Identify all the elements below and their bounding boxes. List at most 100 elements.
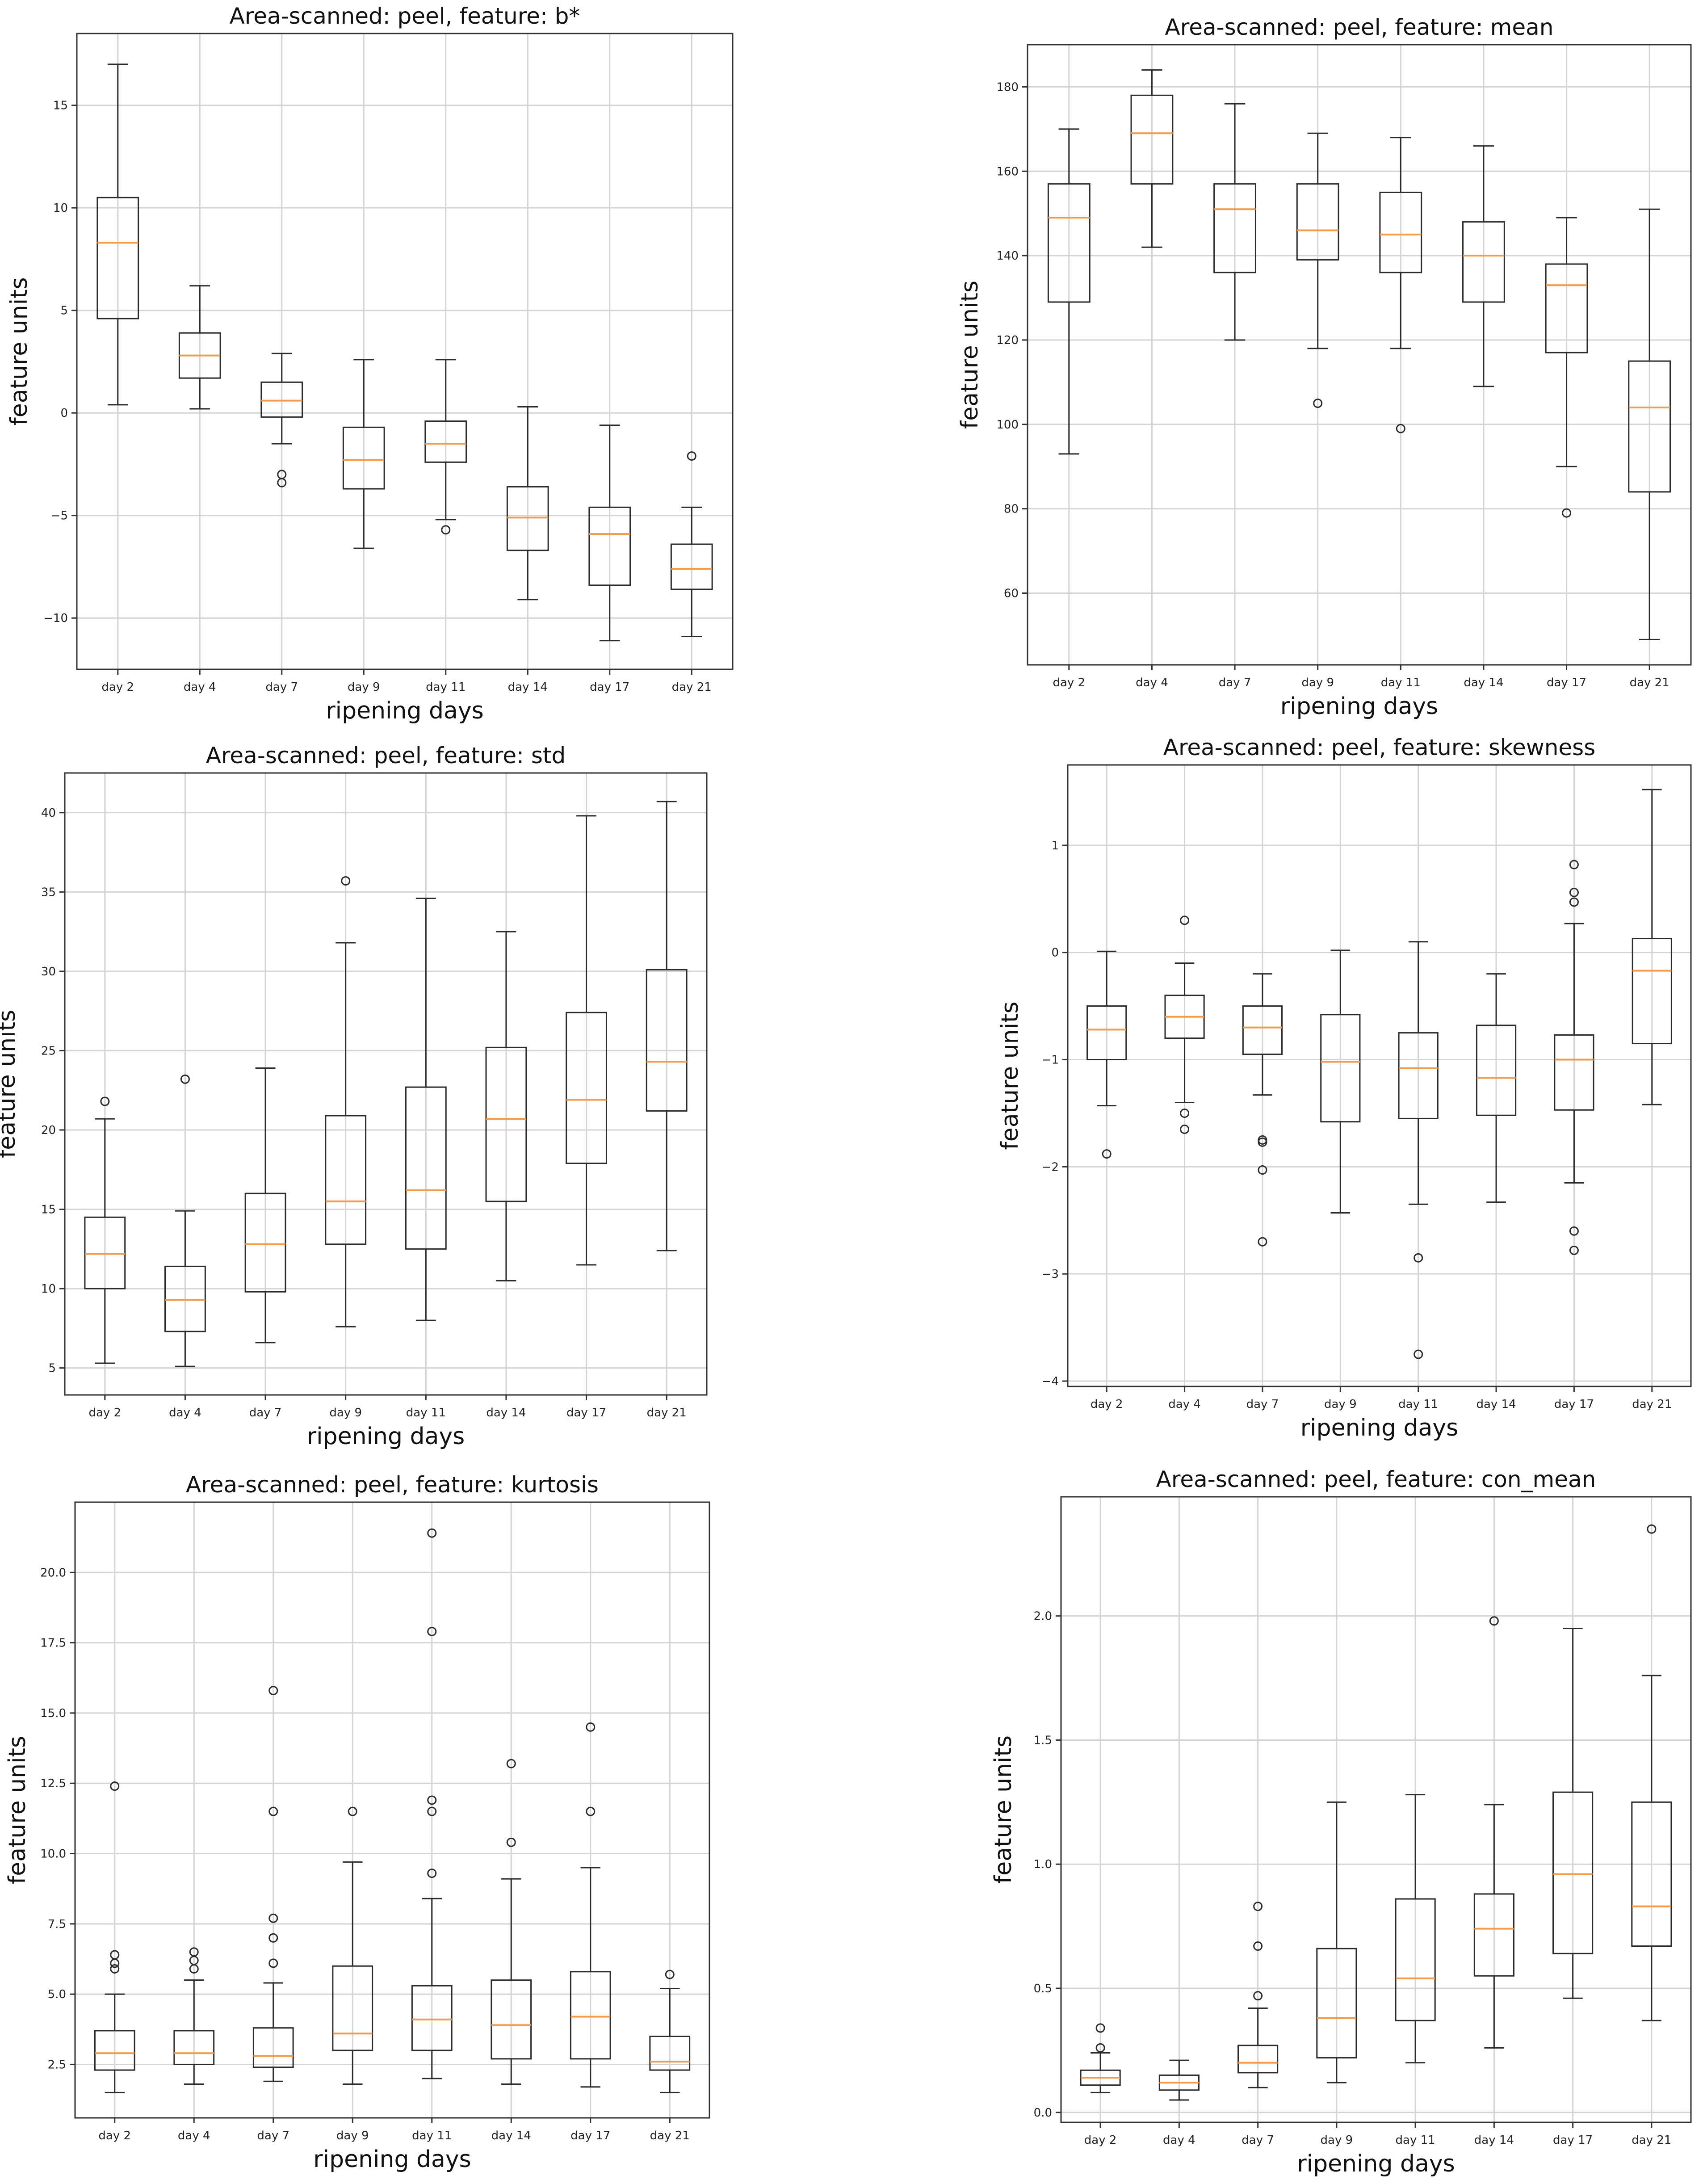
x-tick-label: day 14: [1464, 676, 1503, 689]
box-day-2: [1047, 128, 1091, 455]
chart-title: Area-scanned: peel, feature: b*: [230, 3, 580, 29]
plot-area: [1061, 1497, 1691, 2122]
outlier-point: [110, 1964, 120, 1974]
x-tick-label: day 11: [406, 1406, 446, 1420]
iqr-box: [173, 2030, 215, 2065]
iqr-box: [325, 1115, 367, 1245]
y-tick-label: 5: [48, 1362, 56, 1375]
outlier-point: [687, 451, 696, 461]
outlier-point: [427, 1869, 437, 1878]
chart-title: Area-scanned: peel, feature: skewness: [1163, 735, 1596, 760]
box-day-14: [485, 931, 527, 1281]
box-day-4: [1130, 69, 1174, 248]
box-day-7: [252, 1686, 294, 2082]
y-tick-label: 40: [41, 806, 56, 820]
box-day-11: [405, 898, 447, 1321]
iqr-box: [1395, 1898, 1436, 2021]
outlier-point: [110, 1950, 120, 1960]
box-day-11: [1379, 137, 1422, 433]
y-tick-label: 7.5: [48, 1918, 66, 1931]
x-tick-label: day 7: [249, 1406, 282, 1420]
outlier-point: [427, 1626, 437, 1636]
x-tick-label: day 11: [1398, 1398, 1438, 1411]
iqr-box: [1320, 1014, 1361, 1123]
x-tick-label: day 4: [1168, 1398, 1201, 1411]
box-day-2: [84, 1096, 126, 1364]
iqr-box: [1545, 263, 1588, 353]
outlier-point: [1414, 1349, 1423, 1359]
outlier-point: [427, 1795, 437, 1805]
x-tick-label: day 4: [169, 1406, 201, 1420]
box-day-9: [1320, 949, 1361, 1214]
y-axis-label: feature units: [956, 281, 983, 429]
y-axis-label: feature units: [997, 1001, 1023, 1150]
y-tick-label: 100: [996, 418, 1019, 432]
y-tick-label: 5.0: [48, 1988, 66, 2001]
box-day-14: [506, 406, 549, 601]
y-tick-label: 1.0: [1034, 1858, 1052, 1871]
chart-title: Area-scanned: peel, feature: mean: [1165, 14, 1554, 40]
box-day-4: [173, 1947, 215, 2085]
x-tick-label: day 2: [1084, 2134, 1117, 2147]
y-tick-label: 0.5: [1034, 1982, 1052, 1995]
box-day-21: [1631, 1524, 1672, 2021]
outlier-point: [110, 1781, 120, 1791]
outlier-point: [1253, 1902, 1263, 1911]
box-day-14: [1462, 145, 1505, 387]
y-tick-label: 10: [53, 202, 68, 215]
box-day-4: [1164, 916, 1205, 1134]
outlier-point: [180, 1074, 190, 1084]
chart-title: Area-scanned: peel, feature: kurtosis: [186, 1472, 599, 1498]
outlier-point: [1396, 424, 1405, 433]
x-tick-label: day 11: [412, 2129, 452, 2142]
box-day-17: [1552, 1627, 1594, 1999]
outlier-point: [427, 1806, 437, 1816]
outlier-point: [100, 1096, 110, 1106]
iqr-box: [646, 969, 688, 1112]
iqr-box: [566, 1012, 607, 1164]
box-day-17: [588, 424, 631, 642]
x-tick-label: day 21: [1632, 1398, 1672, 1411]
box-day-2: [1086, 950, 1127, 1159]
outlier-point: [1253, 1941, 1263, 1951]
x-tick-label: day 9: [1321, 2134, 1353, 2147]
x-axis-label: ripening days: [307, 1423, 465, 1450]
outlier-point: [665, 1970, 675, 1979]
iqr-box: [491, 1979, 532, 2060]
x-tick-label: day 17: [566, 1406, 606, 1420]
x-tick-label: day 11: [426, 680, 466, 694]
x-axis-label: ripening days: [313, 2146, 471, 2173]
x-tick-label: day 11: [1396, 2134, 1435, 2147]
iqr-box: [1242, 1005, 1283, 1055]
y-axis-label: feature units: [6, 277, 33, 425]
x-tick-label: day 9: [1301, 676, 1334, 689]
x-axis-label: ripening days: [1280, 693, 1438, 720]
x-axis-label: ripening days: [1300, 1415, 1458, 1441]
x-tick-label: day 4: [178, 2129, 210, 2142]
outlier-point: [1180, 1108, 1190, 1118]
y-tick-label: −1: [1042, 1054, 1059, 1067]
box-day-9: [1316, 1801, 1357, 2083]
plot-area: [1028, 45, 1691, 665]
outlier-point: [1102, 1149, 1112, 1159]
outlier-point: [1313, 399, 1323, 408]
x-axis-label: ripening days: [326, 697, 483, 724]
box-day-7: [1237, 1902, 1279, 2088]
outlier-point: [268, 1958, 278, 1968]
iqr-box: [260, 381, 303, 418]
box-day-11: [411, 1528, 453, 2079]
y-tick-label: −10: [43, 612, 68, 625]
iqr-box: [588, 506, 631, 586]
box-day-9: [325, 876, 367, 1327]
iqr-box: [570, 1971, 611, 2060]
box-day-17: [1554, 860, 1594, 1255]
x-tick-label: day 17: [1553, 2134, 1593, 2147]
y-tick-label: 0: [1051, 946, 1059, 960]
iqr-box: [252, 2027, 294, 2068]
y-tick-label: −3: [1042, 1268, 1059, 1281]
x-tick-label: day 17: [1554, 1398, 1594, 1411]
outlier-point: [427, 1528, 437, 1538]
x-tick-label: day 21: [647, 1406, 687, 1420]
y-tick-label: 1.5: [1034, 1734, 1052, 1747]
